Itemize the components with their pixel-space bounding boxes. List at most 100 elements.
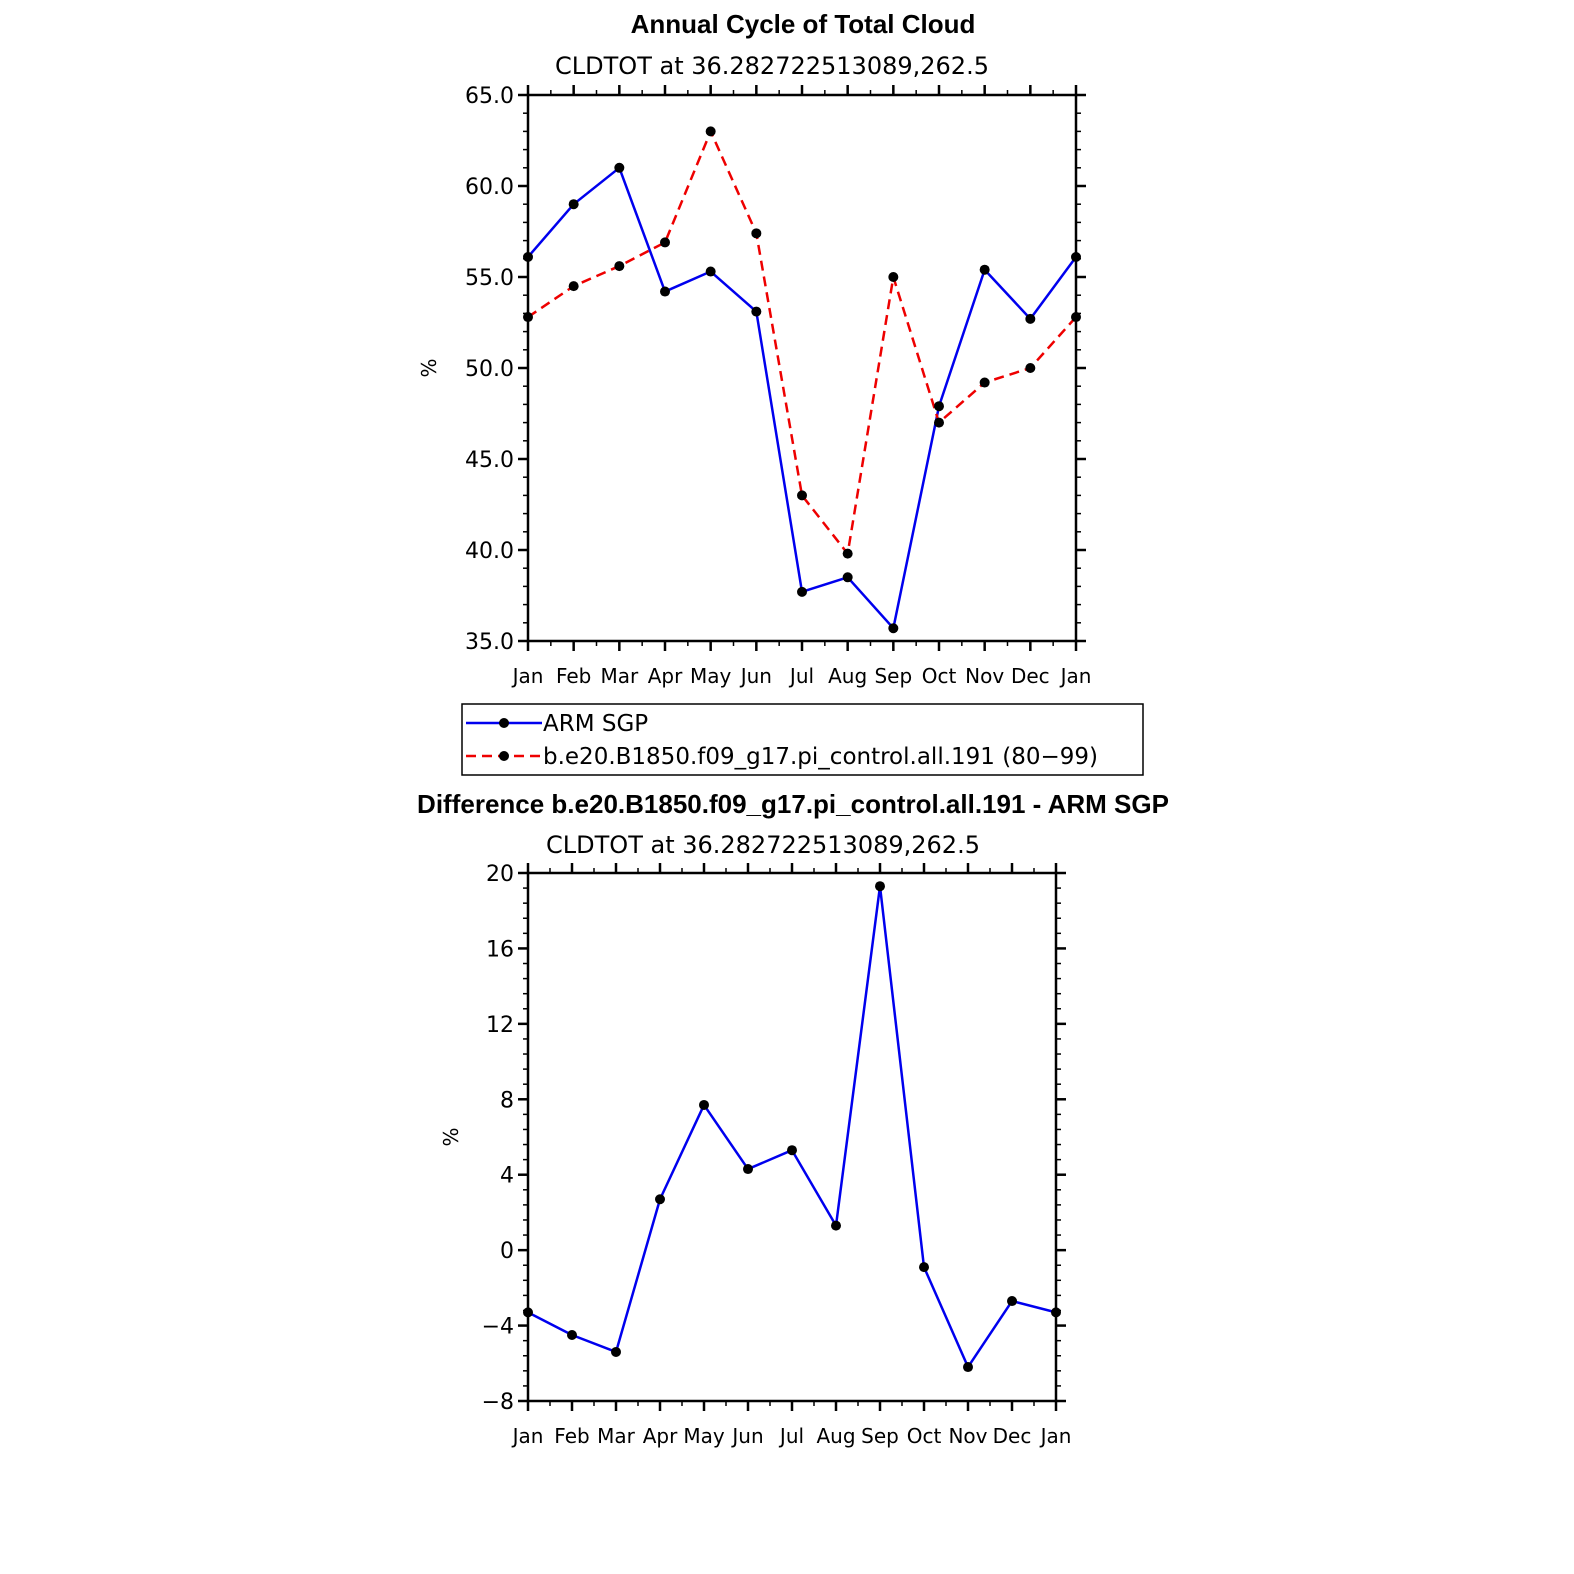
data-point	[699, 1099, 709, 1110]
data-point	[751, 306, 762, 317]
data-point	[614, 162, 625, 173]
x-tick-label: Mar	[600, 664, 639, 688]
data-point	[1025, 363, 1036, 373]
data-point	[567, 1330, 577, 1340]
x-tick-label: Jan	[1059, 664, 1092, 688]
x-tick-label: Nov	[965, 664, 1004, 688]
data-point	[787, 1145, 797, 1156]
series-line-1	[527, 130, 1077, 555]
data-point	[523, 1307, 533, 1318]
y-tick-label: 0	[500, 1239, 514, 1264]
plot-frame	[526, 871, 1058, 1403]
x-tick-label: Feb	[556, 664, 591, 688]
x-tick-label: Aug	[828, 664, 867, 688]
y-tick-label: 20	[486, 862, 514, 887]
x-tick-label: Oct	[922, 664, 957, 688]
x-tick-label: Jan	[511, 1424, 544, 1448]
x-tick-label: Jun	[739, 664, 772, 688]
data-point	[660, 286, 670, 297]
plot-frame	[526, 93, 1078, 643]
y-tick-label: 40.0	[465, 539, 514, 564]
x-tick-label: May	[683, 1424, 725, 1448]
y-tick-label: −4	[482, 1315, 514, 1340]
y-tick-label: 8	[500, 1088, 514, 1113]
y-tick-label: 35.0	[465, 630, 514, 655]
x-tick-label: May	[690, 664, 732, 688]
x-tick-label: Apr	[643, 1424, 678, 1448]
data-point	[568, 199, 579, 210]
data-point	[523, 312, 533, 323]
data-point	[705, 266, 716, 277]
axis-ticks: Jan Feb Mar Apr May Jun Jul Aug Sep Oct Nov Dec Jan 3…	[465, 84, 1091, 688]
data-point	[934, 401, 944, 412]
data-point	[1071, 251, 1081, 262]
y-tick-label: 50.0	[465, 357, 514, 382]
data-point	[614, 261, 625, 272]
x-tick-label: Jan	[1039, 1424, 1072, 1448]
x-tick-label: Aug	[816, 1424, 855, 1448]
data-point	[705, 126, 716, 137]
data-point	[875, 881, 885, 892]
data-point	[655, 1194, 665, 1205]
data-point	[934, 417, 944, 428]
legend-marker-arm	[499, 718, 509, 728]
data-point	[963, 1362, 973, 1373]
x-tick-label: Dec	[993, 1424, 1032, 1448]
y-tick-label: 60.0	[465, 175, 514, 200]
annual-cycle-chart: Annual Cycle of Total Cloud CLDTOT at 36…	[417, 9, 1144, 776]
x-tick-label: Jul	[778, 1424, 804, 1448]
x-tick-label: Jan	[511, 664, 544, 688]
axis-ticks: Jan Feb Mar Apr May Jun Jul Aug Sep Oct Nov Dec Jan −…	[482, 862, 1072, 1448]
legend: ARM SGP b.e20.B1850.f09_g17.pi_control.a…	[461, 703, 1144, 776]
x-tick-label: Apr	[648, 664, 683, 688]
difference-chart: Difference b.e20.B1850.f09_g17.pi_contro…	[417, 789, 1169, 1448]
x-tick-label: Feb	[554, 1424, 589, 1448]
data-point	[979, 377, 990, 388]
data-point	[743, 1164, 753, 1175]
y-tick-label: 65.0	[465, 84, 514, 109]
chart-subtitle: CLDTOT at 36.282722513089,262.5	[546, 831, 980, 859]
legend-label-arm: ARM SGP	[543, 711, 648, 737]
data-point	[831, 1220, 841, 1231]
chart-title: Difference b.e20.B1850.f09_g17.pi_contro…	[417, 789, 1169, 819]
data-point	[842, 548, 853, 559]
series-line-0	[527, 884, 1057, 1369]
data-point	[523, 251, 533, 262]
y-tick-label: 45.0	[465, 448, 514, 473]
y-tick-label: 16	[486, 937, 514, 962]
y-axis-label: %	[417, 358, 441, 377]
legend-box	[461, 703, 1144, 776]
data-point	[1025, 313, 1036, 324]
x-tick-label: Dec	[1011, 664, 1050, 688]
x-tick-label: Jul	[788, 664, 814, 688]
chart-subtitle: CLDTOT at 36.282722513089,262.5	[555, 52, 989, 80]
data-point	[660, 237, 670, 248]
data-point	[797, 490, 807, 501]
data-point	[1007, 1296, 1017, 1307]
chart-title: Annual Cycle of Total Cloud	[631, 9, 976, 39]
data-point	[842, 572, 853, 583]
x-tick-label: Jun	[730, 1424, 763, 1448]
x-tick-label: Oct	[907, 1424, 942, 1448]
y-tick-label: 4	[500, 1164, 514, 1189]
x-tick-label: Mar	[597, 1424, 636, 1448]
data-point	[888, 272, 899, 282]
series-layer	[523, 126, 1081, 634]
y-tick-label: 55.0	[465, 266, 514, 291]
data-point	[611, 1346, 621, 1357]
y-tick-label: 12	[486, 1013, 514, 1038]
x-tick-label: Sep	[874, 664, 912, 688]
data-point	[1071, 312, 1081, 323]
x-tick-label: Nov	[948, 1424, 987, 1448]
series-layer	[523, 881, 1061, 1373]
data-point	[568, 281, 579, 292]
legend-marker-model	[499, 751, 509, 761]
x-tick-label: Sep	[861, 1424, 899, 1448]
data-point	[797, 586, 807, 597]
data-point	[888, 623, 899, 634]
data-point	[919, 1262, 929, 1273]
y-axis-label: %	[439, 1127, 463, 1146]
data-point	[751, 228, 762, 239]
data-point	[979, 264, 990, 275]
